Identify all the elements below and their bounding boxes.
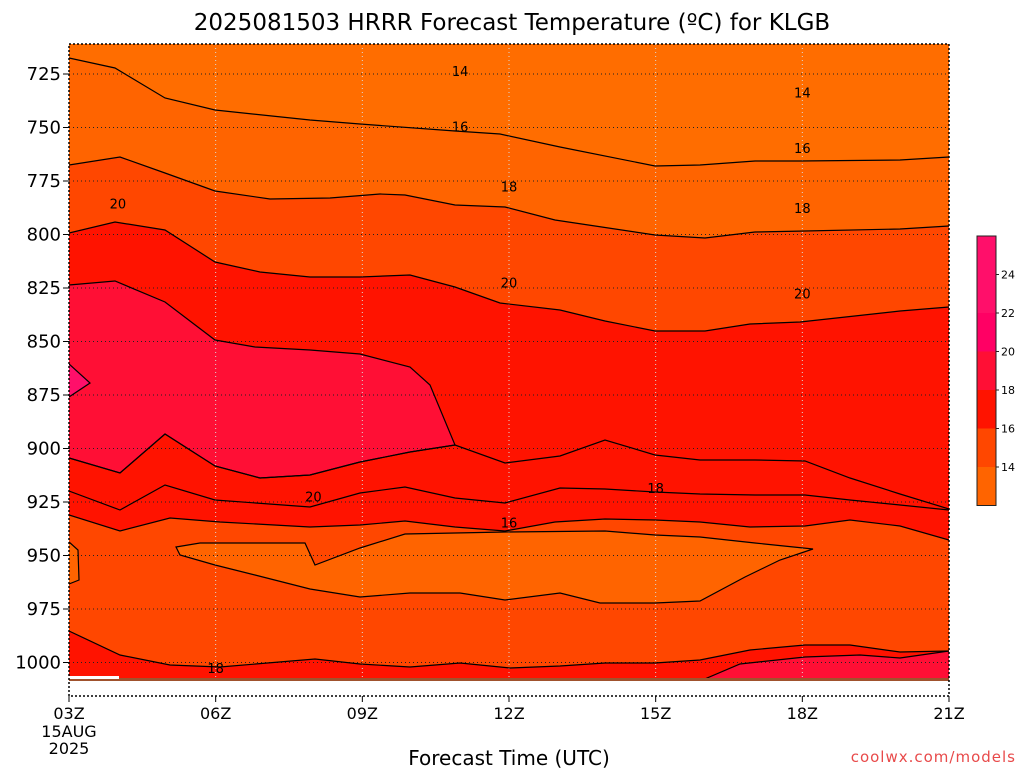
x-tick-label: 15Z [640,704,671,723]
contour-line-1 [69,57,949,167]
y-tick-label: 850 [27,332,61,353]
colorbar-swatch [977,236,996,275]
contour-label: 18 [207,662,224,677]
colorbar-label: 24 [1001,269,1015,282]
colorbar: 24 22 20 18 16 14 [976,235,1015,506]
y-tick-label: 750 [27,118,61,139]
y-tick-label: 825 [27,278,61,299]
x-tick-label: 06Z [200,704,231,723]
temp-band-10 [69,542,79,584]
colorbar-swatch [977,390,996,429]
contour-label: 18 [647,482,664,497]
contour-line-6 [69,433,949,510]
y-tick-label: 1000 [15,653,61,674]
colorbar-swatch [977,467,996,506]
y-tick-label: 950 [27,546,61,567]
colorbar-label: 18 [1001,384,1015,397]
contour-label: 18 [794,202,811,217]
contour-label: 14 [794,86,811,101]
colorbar-label: 22 [1001,307,1015,320]
y-tick-label: 900 [27,439,61,460]
chart-title: 2025081503 HRRR Forecast Temperature (ºC… [194,10,830,36]
contour-labels: 14 14 16 16 18 18 20 20 20 20 18 16 18 [110,65,811,677]
temp-band-6 [69,364,90,397]
contour-line-2 [69,156,949,239]
contour-line-7 [69,484,949,511]
watermark: coolwx.com/models [851,748,1016,766]
x-tick-label: 18Z [787,704,818,723]
y-axis-ticks: 725 750 775 800 825 850 875 900 925 950 975 1000 [15,64,69,674]
x-date-label: 15AUG [41,722,96,741]
ground-surface [69,678,949,681]
contour-label: 20 [501,277,518,292]
colorbar-label: 20 [1001,346,1015,359]
y-tick-label: 975 [27,599,61,620]
contour-label: 16 [501,516,518,531]
x-tick-label: 03Z [53,704,84,723]
contour-label: 20 [110,198,127,213]
contour-line-3 [69,221,949,332]
x-tick-label: 12Z [493,704,524,723]
ground-edge [69,676,119,679]
y-tick-label: 875 [27,385,61,406]
grid-lines [69,44,949,681]
contour-line-10 [69,541,80,585]
x-axis-label: Forecast Time (UTC) [408,746,610,768]
contour-label: 14 [452,65,469,80]
y-tick-label: 925 [27,492,61,513]
ground-bar [69,676,949,681]
plot-area: 14 14 16 16 18 18 20 20 20 20 18 16 18 [69,44,949,681]
temp-band-9 [176,531,813,603]
colorbar-swatch [977,274,996,314]
temp-band-12 [69,651,949,681]
contour-line-11 [69,630,949,669]
contour-label: 18 [501,180,518,195]
contour-line-5 [69,363,91,398]
colorbar-swatch [977,351,996,391]
colorbar-label: 16 [1001,423,1015,436]
contour-label: 20 [305,491,322,506]
contour-label: 20 [794,287,811,302]
contour-label: 16 [452,121,469,136]
contour-line-12 [699,650,949,681]
contour-line-8 [69,514,949,541]
contour-label: 16 [794,142,811,157]
contour-line-9 [175,530,814,604]
colorbar-label: 14 [1001,461,1015,474]
colorbar-swatch [977,428,996,468]
colorbar-border [976,235,997,506]
x-tick-label: 21Z [933,704,964,723]
temperature-bands [69,44,949,681]
colorbar-swatch [977,313,996,352]
y-tick-label: 775 [27,171,61,192]
x-tick-label: 09Z [347,704,378,723]
contour-lines [69,57,949,681]
y-tick-label: 800 [27,225,61,246]
temp-band-5 [69,281,455,478]
y-tick-label: 725 [27,64,61,85]
x-date-label: 2025 [49,739,90,758]
